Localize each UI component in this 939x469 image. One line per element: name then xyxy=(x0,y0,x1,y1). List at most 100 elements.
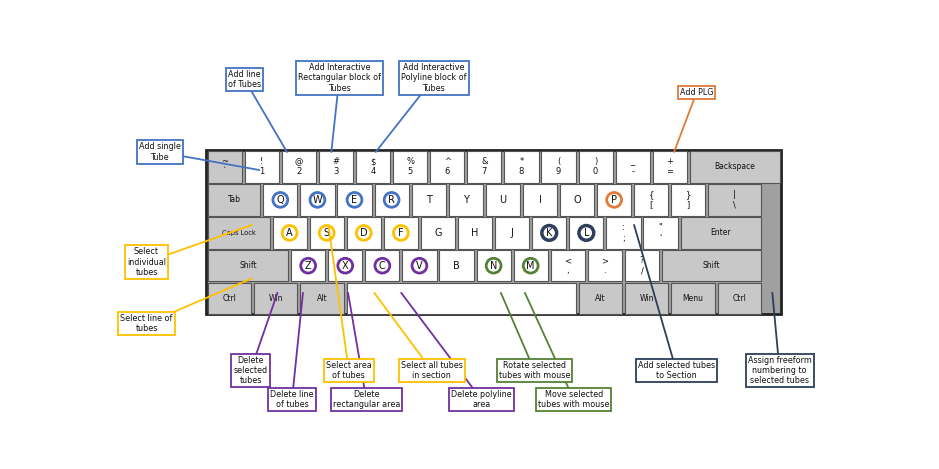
Text: N: N xyxy=(490,261,498,271)
FancyBboxPatch shape xyxy=(300,184,334,216)
Text: &
7: & 7 xyxy=(481,157,487,176)
Text: D: D xyxy=(360,228,367,238)
Text: <
,: < , xyxy=(564,256,571,275)
Text: _
-: _ - xyxy=(631,157,635,176)
Text: Z: Z xyxy=(305,261,312,271)
Text: *
8: * 8 xyxy=(518,157,524,176)
Text: @
2: @ 2 xyxy=(295,157,303,176)
FancyBboxPatch shape xyxy=(207,150,781,315)
Text: Enter: Enter xyxy=(711,228,731,237)
Text: Caps Lock: Caps Lock xyxy=(222,230,255,236)
FancyBboxPatch shape xyxy=(310,217,344,249)
FancyBboxPatch shape xyxy=(449,184,483,216)
Text: Q: Q xyxy=(276,195,285,205)
FancyBboxPatch shape xyxy=(430,151,464,182)
Text: A: A xyxy=(286,228,293,238)
Text: Menu: Menu xyxy=(683,294,703,303)
FancyBboxPatch shape xyxy=(208,184,260,216)
Text: Select line of
tubes: Select line of tubes xyxy=(120,314,173,333)
Text: T: T xyxy=(425,195,432,205)
Text: Select all tubes
in section: Select all tubes in section xyxy=(401,361,463,380)
FancyBboxPatch shape xyxy=(717,283,762,314)
FancyBboxPatch shape xyxy=(616,151,650,182)
Text: Add single
Tube: Add single Tube xyxy=(139,142,180,162)
Text: ?
/: ? / xyxy=(639,256,644,275)
FancyBboxPatch shape xyxy=(337,184,372,216)
Text: K: K xyxy=(546,228,552,238)
Text: S: S xyxy=(324,228,330,238)
Text: B: B xyxy=(454,261,460,271)
FancyBboxPatch shape xyxy=(634,184,669,216)
Text: +
=: + = xyxy=(667,157,673,176)
FancyBboxPatch shape xyxy=(607,217,640,249)
Text: {
[: { [ xyxy=(649,190,654,210)
FancyBboxPatch shape xyxy=(504,151,539,182)
Text: R: R xyxy=(388,195,395,205)
Text: Add PLG: Add PLG xyxy=(680,88,714,97)
FancyBboxPatch shape xyxy=(319,151,353,182)
Text: I: I xyxy=(539,195,542,205)
Text: X: X xyxy=(342,261,348,271)
Text: Win: Win xyxy=(269,294,283,303)
Text: ~
`: ~ ` xyxy=(222,157,228,176)
Text: E: E xyxy=(351,195,358,205)
FancyBboxPatch shape xyxy=(550,250,585,281)
Text: C: C xyxy=(379,261,386,271)
FancyBboxPatch shape xyxy=(485,184,520,216)
Text: Add Interactive
Rectangular block of
Tubes: Add Interactive Rectangular block of Tub… xyxy=(298,63,381,93)
Text: Delete
rectangular area: Delete rectangular area xyxy=(332,390,400,409)
Text: $
4: $ 4 xyxy=(370,157,376,176)
Text: Assign freeform
numbering to
selected tubes: Assign freeform numbering to selected tu… xyxy=(747,356,811,386)
FancyBboxPatch shape xyxy=(439,250,473,281)
FancyBboxPatch shape xyxy=(356,151,391,182)
Text: Move selected
tubes with mouse: Move selected tubes with mouse xyxy=(538,390,609,409)
Text: J: J xyxy=(511,228,514,238)
Text: V: V xyxy=(416,261,423,271)
FancyBboxPatch shape xyxy=(263,184,298,216)
FancyBboxPatch shape xyxy=(375,184,408,216)
Text: Shift: Shift xyxy=(702,261,720,270)
Text: }
]: } ] xyxy=(685,190,691,210)
FancyBboxPatch shape xyxy=(328,250,362,281)
FancyBboxPatch shape xyxy=(708,184,762,216)
Text: :
;: : ; xyxy=(622,223,624,242)
FancyBboxPatch shape xyxy=(532,217,566,249)
FancyBboxPatch shape xyxy=(272,217,307,249)
FancyBboxPatch shape xyxy=(346,217,381,249)
Text: Add Interactive
Polyline block of
Tubes: Add Interactive Polyline block of Tubes xyxy=(401,63,467,93)
Text: G: G xyxy=(434,228,441,238)
Text: Delete
selected
tubes: Delete selected tubes xyxy=(234,356,268,386)
Text: Alt: Alt xyxy=(316,294,328,303)
FancyBboxPatch shape xyxy=(421,217,455,249)
FancyBboxPatch shape xyxy=(495,217,530,249)
Text: Select
individual
tubes: Select individual tubes xyxy=(127,247,166,277)
FancyBboxPatch shape xyxy=(254,283,298,314)
FancyBboxPatch shape xyxy=(671,184,705,216)
Text: Ctrl: Ctrl xyxy=(223,294,237,303)
FancyBboxPatch shape xyxy=(402,250,437,281)
Text: P: P xyxy=(611,195,617,205)
FancyBboxPatch shape xyxy=(458,217,492,249)
Text: Backspace: Backspace xyxy=(715,162,755,171)
FancyBboxPatch shape xyxy=(671,283,715,314)
FancyBboxPatch shape xyxy=(578,151,613,182)
Text: Alt: Alt xyxy=(595,294,606,303)
FancyBboxPatch shape xyxy=(653,151,687,182)
FancyBboxPatch shape xyxy=(523,184,557,216)
Text: Win: Win xyxy=(639,294,654,303)
FancyBboxPatch shape xyxy=(588,250,622,281)
Text: %
5: % 5 xyxy=(407,157,414,176)
Text: H: H xyxy=(471,228,479,238)
Text: Add selected tubes
to Section: Add selected tubes to Section xyxy=(638,361,715,380)
FancyBboxPatch shape xyxy=(365,250,399,281)
Text: Tab: Tab xyxy=(227,196,240,204)
FancyBboxPatch shape xyxy=(690,151,779,182)
FancyBboxPatch shape xyxy=(346,283,576,314)
FancyBboxPatch shape xyxy=(393,151,427,182)
Text: M: M xyxy=(527,261,535,271)
FancyBboxPatch shape xyxy=(662,250,762,281)
Text: L: L xyxy=(583,228,589,238)
Text: Y: Y xyxy=(463,195,469,205)
FancyBboxPatch shape xyxy=(542,151,576,182)
FancyBboxPatch shape xyxy=(208,283,251,314)
